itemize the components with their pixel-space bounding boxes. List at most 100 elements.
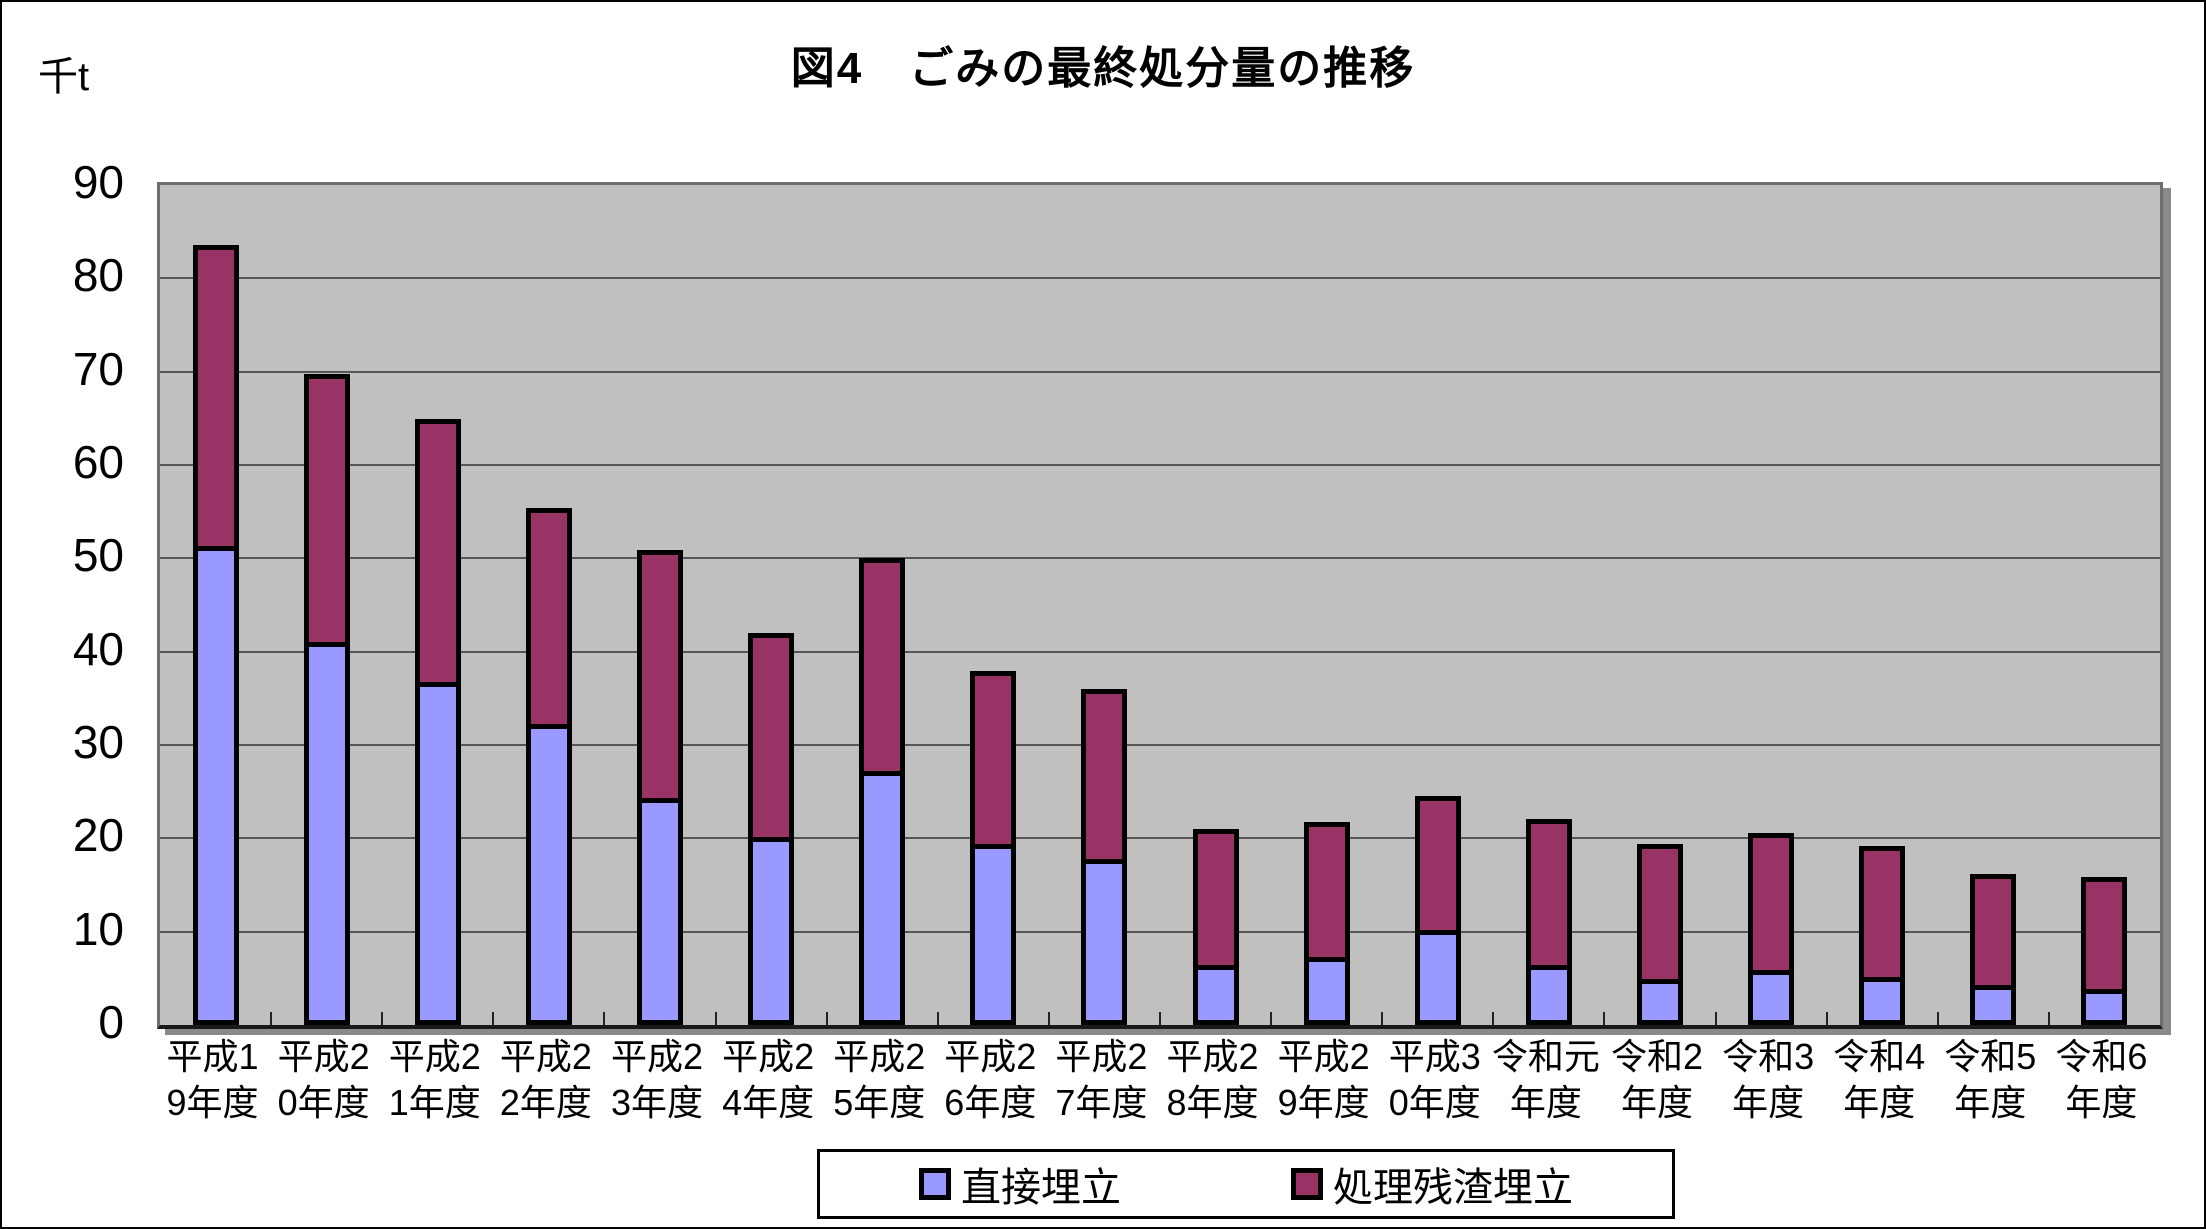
x-axis-label-平成28年度: 平成2 8年度	[1166, 1036, 1259, 1123]
x-axis-tick	[1825, 1012, 1828, 1025]
bar-平成24年度	[748, 633, 795, 1025]
y-axis-labels: 0 10 20 30 40 50 60 70 80 90	[2, 2, 124, 1227]
gridline-20	[160, 837, 2160, 840]
segment-residue-landfill	[1414, 796, 1461, 935]
segment-direct-landfill	[859, 771, 906, 1025]
x-axis-label-令和3年度: 令和3 年度	[1722, 1036, 1815, 1123]
segment-residue-landfill	[1970, 874, 2017, 990]
x-axis-tick	[381, 1012, 384, 1025]
bar-平成22年度	[525, 508, 572, 1025]
y-axis-label-70: 70	[72, 342, 124, 395]
legend-label-direct-landfill: 直接埋立	[961, 1166, 1121, 1210]
y-axis-label-20: 20	[72, 809, 124, 862]
y-axis-label-0: 0	[98, 996, 124, 1048]
segment-residue-landfill	[1859, 846, 1906, 982]
segment-direct-landfill	[303, 642, 350, 1025]
bar-平成29年度	[1303, 822, 1350, 1025]
bar-平成20年度	[303, 374, 350, 1025]
x-axis-label-平成27年度: 平成2 7年度	[1055, 1036, 1148, 1123]
segment-residue-landfill	[1637, 844, 1683, 984]
y-axis-label-40: 40	[72, 622, 124, 675]
segment-residue-landfill	[525, 508, 572, 729]
bar-令和2年度	[1637, 844, 1683, 1025]
x-axis-label-平成23年度: 平成2 3年度	[610, 1036, 703, 1123]
bar-平成25年度	[859, 558, 906, 1025]
x-axis-labels: 平成1 9年度 平成2 0年度 平成2 1年度 平成2 2年度 平成2 3年度 平成2 4年度 平成2 5…	[157, 1034, 2157, 1126]
y-axis-label-60: 60	[72, 436, 124, 488]
x-axis-tick	[2047, 1012, 2050, 1025]
segment-residue-landfill	[192, 245, 239, 551]
x-axis-label-令和2年度: 令和2 年度	[1610, 1036, 1703, 1123]
segment-residue-landfill	[303, 374, 350, 647]
bar-令和6年度	[2081, 877, 2128, 1025]
y-axis-unit-label: 千t	[38, 55, 90, 99]
segment-direct-landfill	[1748, 970, 1795, 1025]
x-axis-label-平成25年度: 平成2 5年度	[833, 1036, 926, 1123]
x-axis-tick	[936, 1012, 939, 1025]
segment-residue-landfill	[1081, 689, 1128, 864]
bar-平成28年度	[1192, 829, 1239, 1025]
segment-direct-landfill	[970, 844, 1017, 1025]
segment-direct-landfill	[1859, 977, 1906, 1025]
x-axis-tick	[1047, 1012, 1050, 1025]
x-axis-tick	[492, 1012, 495, 1025]
segment-direct-landfill	[2081, 989, 2128, 1025]
x-axis-tick	[1603, 1012, 1606, 1025]
legend-swatch-residue-landfill	[1291, 1168, 1323, 1200]
x-axis-tick	[825, 1012, 828, 1025]
gridline-30	[160, 744, 2160, 746]
segment-direct-landfill	[1414, 930, 1461, 1025]
segment-direct-landfill	[1637, 979, 1683, 1025]
gridline-50	[160, 557, 2160, 560]
segment-residue-landfill	[414, 419, 461, 687]
x-axis-label-平成24年度: 平成2 4年度	[722, 1036, 815, 1123]
segment-residue-landfill	[970, 671, 1017, 849]
segment-residue-landfill	[2081, 877, 2128, 994]
bar-平成23年度	[637, 550, 683, 1025]
legend-item-direct-landfill: 直接埋立	[919, 1155, 1121, 1213]
chart-title: 図4 ごみの最終処分量の推移	[790, 44, 1416, 93]
gridline-10	[160, 930, 2160, 933]
bar-令和5年度	[1970, 874, 2017, 1025]
segment-direct-landfill	[1525, 965, 1572, 1025]
x-axis-label-平成26年度: 平成2 6年度	[944, 1036, 1037, 1123]
x-axis-tick	[1381, 1012, 1384, 1025]
bar-平成19年度	[192, 245, 239, 1025]
bar-令和4年度	[1859, 846, 1906, 1025]
segment-direct-landfill	[1192, 965, 1239, 1025]
segment-direct-landfill	[637, 798, 683, 1025]
gridline-60	[160, 464, 2160, 466]
legend-label-residue-landfill: 処理残渣埋立	[1333, 1166, 1573, 1210]
segment-direct-landfill	[1081, 859, 1128, 1025]
y-axis-label-50: 50	[72, 529, 124, 582]
bar-平成26年度	[970, 671, 1017, 1025]
x-axis-label-令和5年度: 令和5 年度	[1944, 1036, 2037, 1123]
x-axis-label-平成29年度: 平成2 9年度	[1277, 1036, 1370, 1123]
segment-direct-landfill	[192, 546, 239, 1025]
bar-平成27年度	[1081, 689, 1128, 1025]
gridline-70	[160, 370, 2160, 373]
segment-direct-landfill	[414, 682, 461, 1025]
x-axis-label-平成19年度: 平成1 9年度	[166, 1036, 259, 1123]
x-axis-tick	[1714, 1012, 1717, 1025]
x-axis-label-平成22年度: 平成2 2年度	[499, 1036, 592, 1123]
x-axis-tick	[270, 1012, 273, 1025]
bar-平成21年度	[414, 419, 461, 1025]
x-axis-tick	[1492, 1012, 1495, 1025]
segment-direct-landfill	[748, 837, 795, 1025]
y-axis-label-30: 30	[72, 716, 124, 768]
x-axis-tick	[1270, 1012, 1273, 1025]
y-axis-label-80: 80	[72, 249, 124, 302]
segment-residue-landfill	[1303, 822, 1350, 962]
segment-residue-landfill	[1192, 829, 1239, 970]
bar-平成30年度	[1414, 796, 1461, 1025]
segment-residue-landfill	[1748, 833, 1795, 975]
gridline-80	[160, 277, 2160, 280]
segment-residue-landfill	[748, 633, 795, 842]
x-axis-label-平成20年度: 平成2 0年度	[277, 1036, 370, 1123]
legend-swatch-direct-landfill	[919, 1168, 951, 1200]
legend-item-residue-landfill: 処理残渣埋立	[1291, 1155, 1573, 1213]
x-axis-tick	[1936, 1012, 1939, 1025]
y-axis-label-10: 10	[72, 902, 124, 955]
